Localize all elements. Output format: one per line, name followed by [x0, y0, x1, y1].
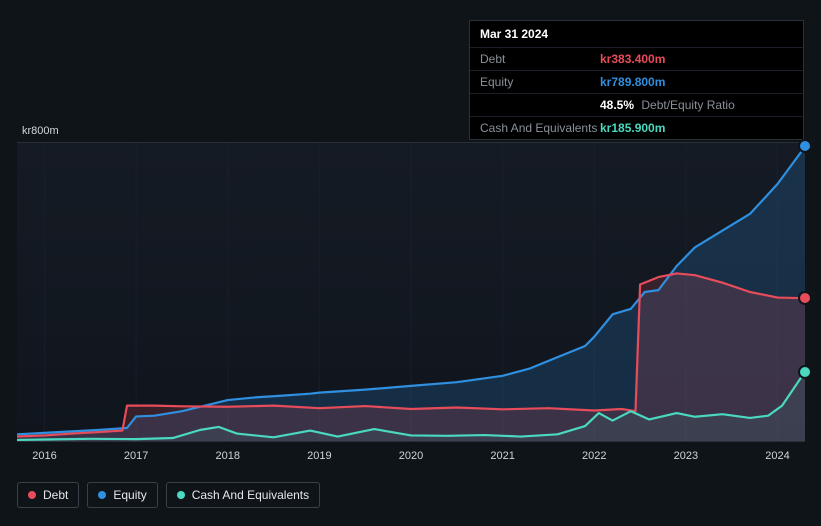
xaxis-tick: 2016 — [32, 450, 56, 462]
cash-swatch-icon — [177, 491, 185, 499]
tooltip-row-debt: Debt kr383.400m — [470, 47, 803, 70]
tooltip-label: Debt — [480, 52, 600, 66]
end-marker-debt — [800, 293, 810, 303]
xaxis-tick: 2024 — [765, 450, 789, 462]
xaxis-tick: 2023 — [674, 450, 698, 462]
xaxis: 2016 2017 2018 2019 2020 2021 2022 2023 2024 — [17, 446, 805, 464]
legend-item-equity[interactable]: Equity — [87, 482, 157, 508]
yaxis-max-label: kr800m — [22, 125, 59, 137]
tooltip-value: kr383.400m — [600, 52, 665, 66]
xaxis-tick: 2019 — [307, 450, 331, 462]
chart-plot-area[interactable] — [17, 142, 805, 442]
tooltip-row-ratio: 48.5% Debt/Equity Ratio — [470, 93, 803, 116]
tooltip-label: Equity — [480, 75, 600, 89]
tooltip-ratio-label: Debt/Equity Ratio — [641, 98, 734, 112]
tooltip-ratio-pct: 48.5% — [600, 98, 634, 112]
xaxis-tick: 2017 — [124, 450, 148, 462]
tooltip-label — [480, 98, 600, 112]
chart-svg — [17, 143, 805, 441]
legend: Debt Equity Cash And Equivalents — [17, 482, 320, 508]
legend-item-cash[interactable]: Cash And Equivalents — [166, 482, 320, 508]
xaxis-tick: 2022 — [582, 450, 606, 462]
legend-item-debt[interactable]: Debt — [17, 482, 79, 508]
tooltip-row-cash: Cash And Equivalents kr185.900m — [470, 116, 803, 139]
tooltip-row-equity: Equity kr789.800m — [470, 70, 803, 93]
xaxis-tick: 2018 — [215, 450, 239, 462]
legend-label: Cash And Equivalents — [192, 488, 309, 502]
tooltip-label: Cash And Equivalents — [480, 121, 600, 135]
end-marker-cash — [800, 367, 810, 377]
xaxis-tick: 2021 — [490, 450, 514, 462]
end-marker-equity — [800, 141, 810, 151]
equity-swatch-icon — [98, 491, 106, 499]
tooltip-value: kr185.900m — [600, 121, 665, 135]
xaxis-tick: 2020 — [399, 450, 423, 462]
legend-label: Debt — [43, 488, 68, 502]
tooltip-value: kr789.800m — [600, 75, 665, 89]
hover-tooltip: Mar 31 2024 Debt kr383.400m Equity kr789… — [469, 20, 804, 140]
tooltip-date: Mar 31 2024 — [470, 21, 803, 47]
legend-label: Equity — [113, 488, 146, 502]
debt-swatch-icon — [28, 491, 36, 499]
